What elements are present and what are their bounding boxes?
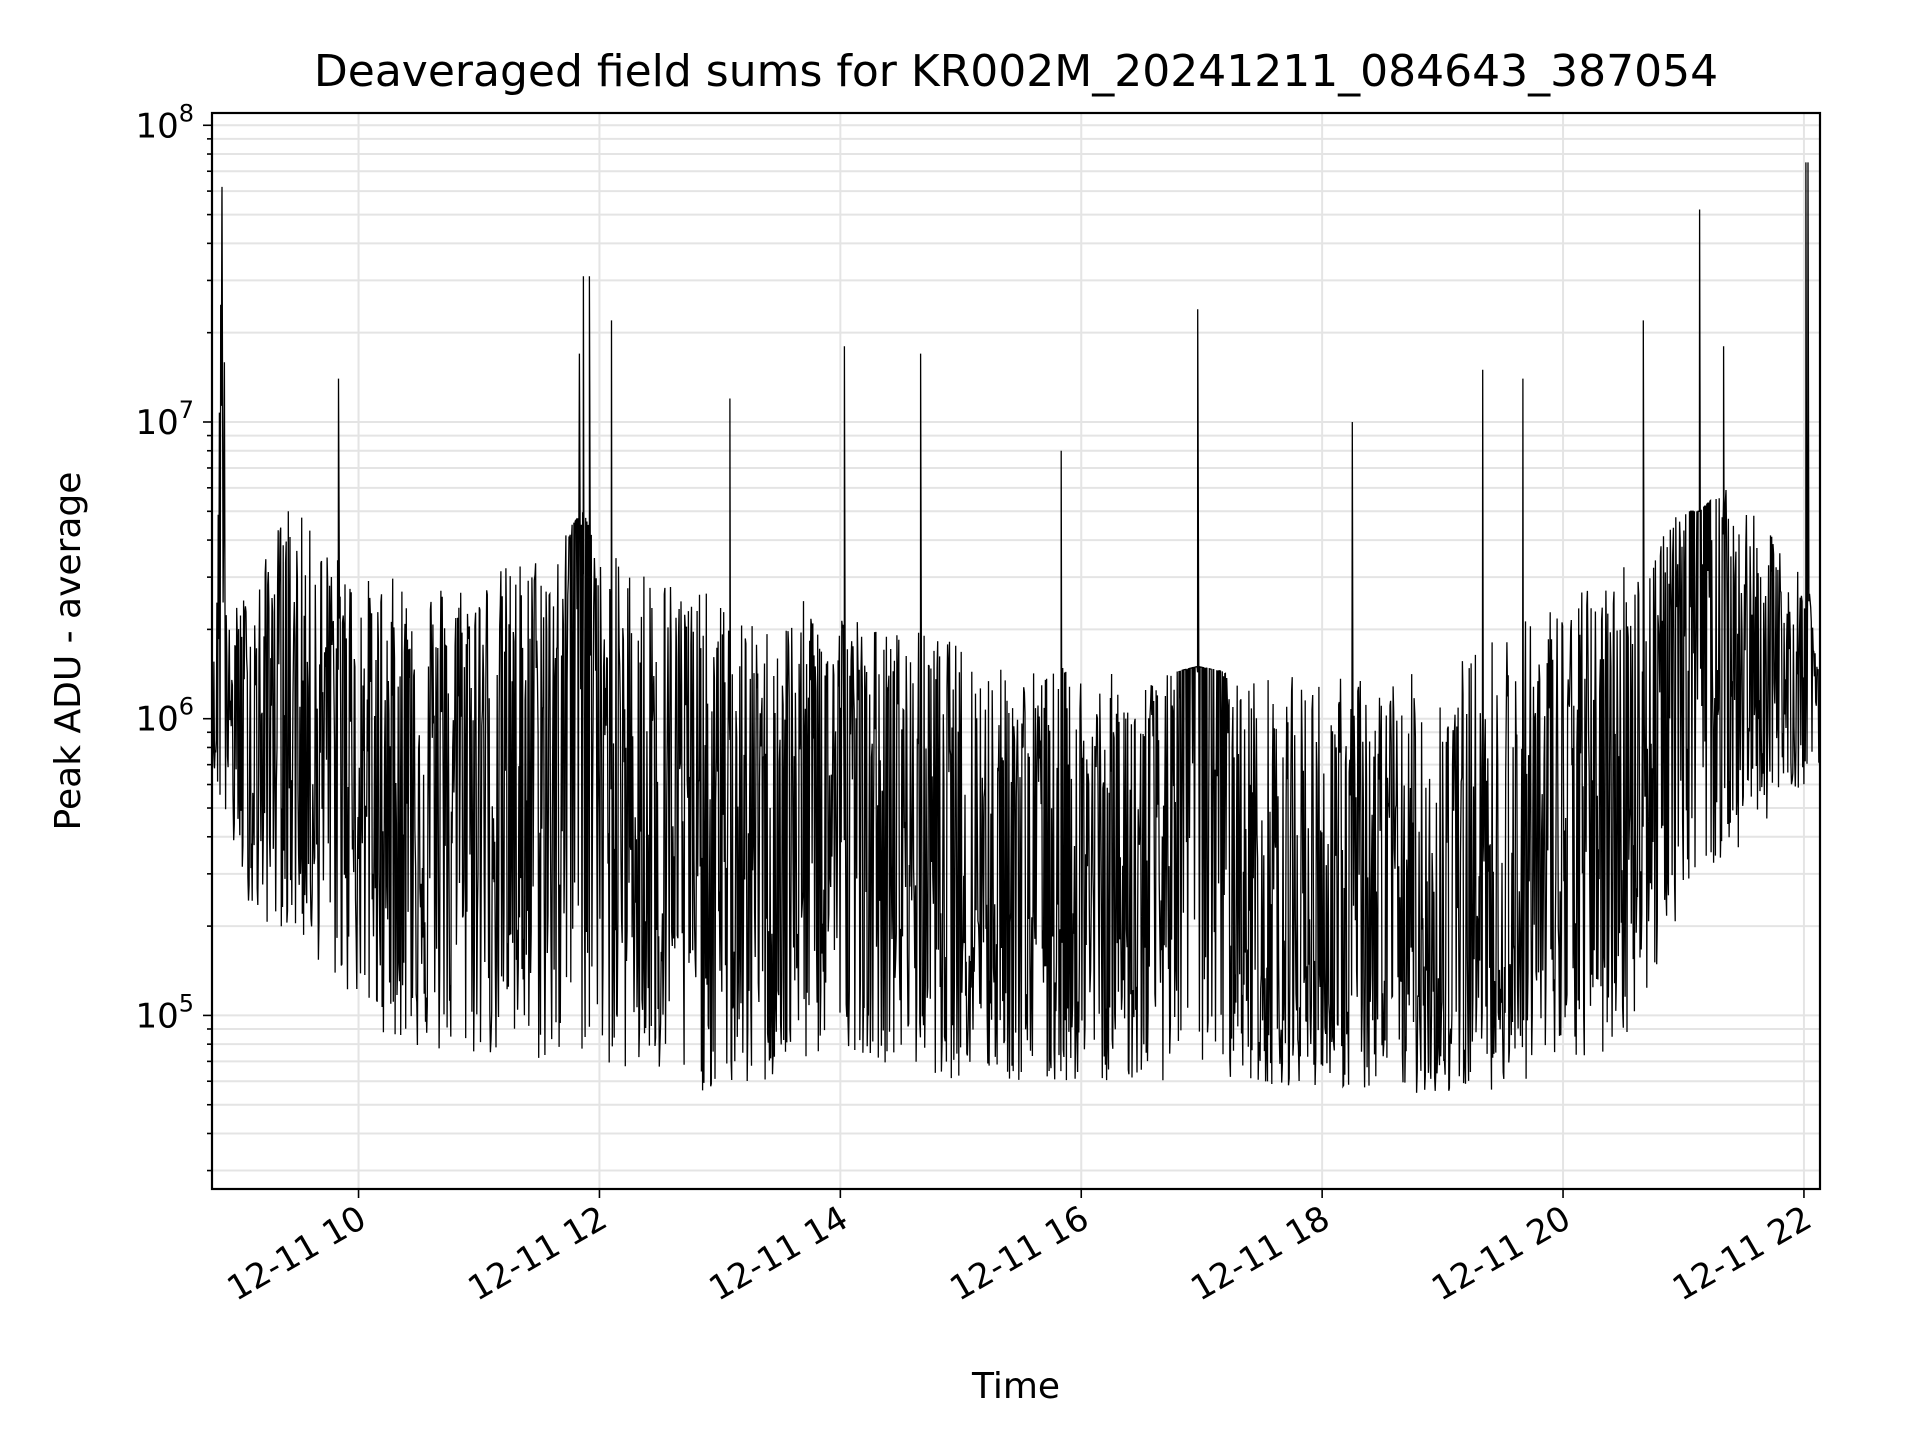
x-tick-label: 12-11 16	[943, 1198, 1095, 1309]
y-tick-label: 106	[135, 693, 194, 740]
x-tick-label: 12-11 12	[462, 1198, 614, 1309]
series-line	[211, 162, 1821, 1093]
x-axis-label: Time	[971, 1366, 1060, 1407]
y-tick-label: 108	[135, 99, 194, 146]
x-ticks: 12-11 10 12-11 12 12-11 14 12-11 16 12-11 18…	[221, 1189, 1818, 1309]
x-tick-label: 12-11 14	[702, 1198, 854, 1309]
y-tick-label: 105	[135, 989, 194, 1036]
x-tick-label: 12-11 22	[1666, 1198, 1818, 1309]
series-trace	[211, 162, 1821, 1093]
y-ticks: 105 106 107 108	[135, 99, 212, 1172]
x-tick-label: 12-11 20	[1425, 1198, 1577, 1309]
y-axis-label: Peak ADU - average	[48, 472, 89, 831]
chart-title: Deaveraged field sums for KR002M_2024121…	[314, 46, 1718, 97]
y-tick-label: 107	[135, 396, 194, 443]
x-tick-label: 12-11 10	[221, 1198, 373, 1309]
plot-frame	[210, 111, 1822, 1191]
x-tick-label: 12-11 18	[1184, 1198, 1336, 1309]
